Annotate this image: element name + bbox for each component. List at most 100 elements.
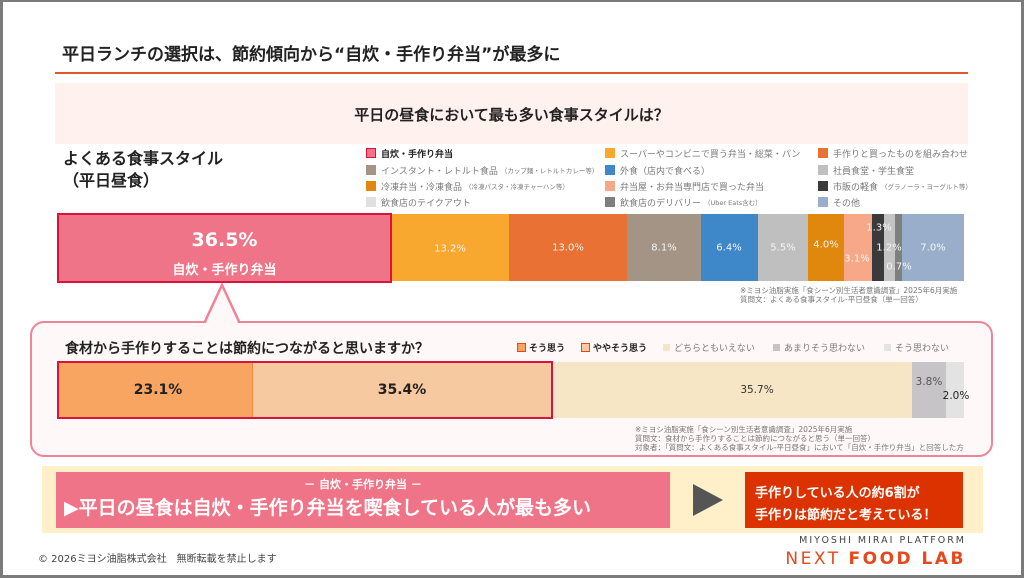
legend-label: そう思わない (895, 343, 950, 354)
legend-item: ややそう思う (581, 341, 648, 354)
section1-heading-line2: （平日昼食） (63, 171, 160, 190)
legend-swatch-icon (366, 181, 376, 191)
legend-note: （冷凍パスタ・冷凍チャーハン等） (465, 183, 569, 191)
logo-light-text: NEXT (785, 549, 849, 569)
legend-item: 飲食店のテイクアウト (366, 196, 471, 209)
bar-segment (895, 214, 902, 281)
section1-heading-line1: よくある食事スタイル (63, 149, 224, 168)
title-underline (55, 72, 968, 74)
summary-conclusion-box: 手作りしている人の約6割が 手作りは節約だと考えている！ (745, 472, 963, 528)
legend-note: （カップ麺・レトルトカレー等） (500, 167, 599, 175)
legend-label: その他 (833, 198, 861, 209)
bar-value-label: 35.4% (377, 382, 427, 398)
legend-swatch-icon (818, 165, 828, 175)
source-note: ※ミヨシ油脂実施「食シーン別生活者意識調査」2025年6月実施 (740, 286, 958, 295)
arrow-right-icon (693, 484, 723, 516)
summary-main-text: ▶平日の昼食は自炊・手作り弁当を喫食している人が最も多い (64, 497, 592, 519)
bar-segment (808, 214, 844, 281)
bar-segment (701, 214, 758, 281)
bar-value-label: 8.1% (651, 242, 677, 254)
conclusion-line1: 手作りしている人の約6割が (755, 486, 920, 501)
legend-item: 社員食堂・学生食堂 (818, 164, 915, 177)
bar-value-label: 35.7% (740, 384, 774, 396)
legend-item: そう思う (517, 341, 566, 354)
bar-value-label: 1.3% (866, 222, 892, 234)
section2-question: 食材から手作りすることは節約につながると思いますか？ (65, 341, 429, 357)
highlight-label: 自炊・手作り弁当 (172, 263, 277, 278)
bar-value-label: 23.1% (133, 382, 183, 398)
highlight-segment-self-cooking: 36.5% 自炊・手作り弁当 (57, 213, 392, 283)
legend-swatch-icon (818, 181, 828, 191)
bar-value-label: 3.8% (915, 376, 943, 388)
bar-value-label: 1.2% (876, 242, 902, 254)
legend-swatch-icon (773, 343, 780, 351)
legend-swatch-icon (366, 197, 376, 207)
bar-value-label: 13.2% (434, 243, 466, 255)
legend-item: 冷凍弁当・冷凍食品 （冷凍パスタ・冷凍チャーハン等） (366, 180, 569, 193)
bar-value-label: 13.0% (552, 242, 584, 254)
legend-label: 社員食堂・学生食堂 (833, 166, 915, 177)
bar-segment (392, 214, 509, 281)
legend-item: どちらともいえない (663, 341, 755, 354)
legend-label: どちらともいえない (674, 343, 755, 354)
summary-subtitle: － 自炊・手作り弁当 － (304, 478, 422, 491)
legend-label: スーパーやコンビニで買う弁当・総菜・パン (620, 149, 801, 160)
question-banner: 平日の昼食において最も多い食事スタイルは？ (55, 83, 968, 144)
question-note: 質問文：よくある食事スタイル-平日昼食（単一回答） (740, 295, 923, 304)
bar-segment (758, 214, 808, 281)
legend-item: 手作りと買ったものを組み合わせ (818, 147, 969, 160)
legend-swatch-icon (605, 181, 615, 191)
question-banner-text: 平日の昼食において最も多い食事スタイルは？ (354, 106, 669, 124)
legend-item: インスタント・レトルト食品 （カップ麺・レトルトカレー等） (366, 164, 599, 177)
question-note: 質問文：食材から手作りすることは節約につながると思う（単一回答） (635, 434, 875, 443)
legend-label: 飲食店のテイクアウト (381, 198, 471, 209)
legend-label: 手作りと買ったものを組み合わせ (833, 149, 969, 160)
legend-label: あまりそう思わない (784, 343, 866, 354)
legend-swatch-icon (366, 165, 376, 175)
bar-value-label: 3.1% (844, 253, 870, 265)
section1-heading: よくある食事スタイル （平日昼食） (63, 148, 223, 192)
legend-item: あまりそう思わない (773, 341, 866, 354)
legend-swatch-icon (605, 197, 615, 207)
bar-segment (552, 362, 912, 418)
bar-segment (253, 362, 552, 418)
bar-value-label: 2.0% (942, 390, 970, 402)
legend-label: 飲食店のデリバリー (620, 198, 702, 209)
legend-label: そう思う (529, 343, 566, 354)
section2-notes: ※ミヨシ油脂実施「食シーン別生活者意識調査」2025年6月実施 質問文：食材から… (635, 425, 964, 452)
callout-pointer-icon (203, 282, 241, 323)
legend-swatch-icon (517, 342, 526, 352)
target-note: 対象者：「質問文：よくある食事スタイル-平日昼食」において「自炊・手作り弁当」と… (635, 443, 964, 452)
legend-swatch-icon (884, 343, 891, 351)
legend-item: そう思わない (884, 341, 950, 354)
legend-swatch-icon (818, 197, 828, 207)
bar-segment (58, 362, 253, 418)
legend-label: ややそう思う (593, 343, 648, 354)
bar-segment (509, 214, 627, 281)
bar-value-label: 0.7% (886, 261, 912, 273)
bar-segment (844, 214, 872, 281)
bar-segment (627, 214, 701, 281)
bar-value-label: 5.5% (770, 242, 796, 254)
agree-highlight-outline (57, 361, 553, 419)
summary-finding-box: － 自炊・手作り弁当 － ▶平日の昼食は自炊・手作り弁当を喫食している人が最も多… (56, 472, 670, 528)
legend-item: 外食（店内で食べる） (605, 164, 710, 177)
bar-segment (902, 214, 964, 281)
legend-item: スーパーやコンビニで買う弁当・総菜・パン (605, 147, 801, 160)
legend-label: 弁当屋・お弁当専門店で買った弁当 (620, 182, 765, 193)
legend-item: その他 (818, 196, 861, 209)
conclusion-line2: 手作りは節約だと考えている！ (755, 508, 937, 523)
copyright-text: © 2026ミヨシ油脂株式会社 無断転載を禁止します (38, 554, 277, 565)
bar-value-label: 7.0% (920, 242, 946, 254)
legend-item: 自炊・手作り弁当 (366, 147, 453, 160)
legend-note: （Uber Eats含む） (704, 199, 762, 207)
bar-segment (884, 214, 895, 281)
logo-next-food-lab: NEXT FOOD LAB (740, 549, 966, 569)
highlight-value: 36.5% (191, 229, 258, 251)
logo-bold-text: FOOD LAB (848, 549, 966, 569)
legend-swatch-icon (663, 343, 670, 351)
legend-item: 弁当屋・お弁当専門店で買った弁当 (605, 180, 765, 193)
page-title: 平日ランチの選択は、節約傾向から“自炊・手作り弁当”が最多に (62, 45, 561, 65)
legend-item: 飲食店のデリバリー （Uber Eats含む） (605, 196, 762, 209)
bar-segment (872, 214, 884, 281)
